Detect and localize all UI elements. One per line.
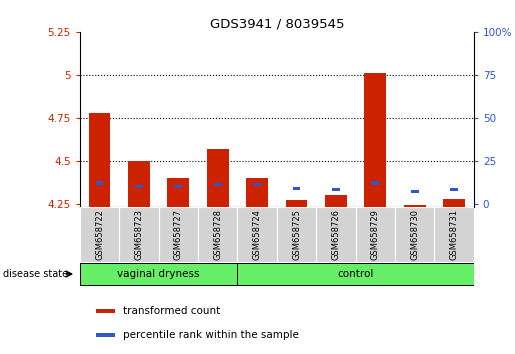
Bar — [435, 207, 474, 262]
Bar — [277, 207, 316, 262]
Bar — [159, 207, 198, 262]
Bar — [450, 188, 458, 192]
Bar — [135, 185, 143, 188]
Text: GSM658729: GSM658729 — [371, 209, 380, 259]
Text: control: control — [337, 269, 374, 279]
Bar — [411, 190, 419, 193]
Bar — [80, 207, 119, 262]
Text: GSM658724: GSM658724 — [253, 209, 262, 259]
Text: GSM658731: GSM658731 — [450, 209, 458, 260]
Text: GSM658727: GSM658727 — [174, 209, 183, 260]
Bar — [293, 187, 300, 190]
Text: GSM658726: GSM658726 — [332, 209, 340, 260]
Text: disease state: disease state — [3, 269, 67, 279]
Bar — [80, 263, 237, 285]
Bar — [395, 207, 435, 262]
Text: GSM658722: GSM658722 — [95, 209, 104, 259]
Bar — [214, 183, 221, 186]
Bar — [207, 149, 229, 207]
Bar — [128, 161, 150, 207]
Bar — [96, 182, 104, 184]
Bar — [246, 178, 268, 207]
Bar — [365, 73, 386, 207]
Bar — [237, 207, 277, 262]
Text: GSM658728: GSM658728 — [213, 209, 222, 260]
Text: transformed count: transformed count — [123, 306, 220, 316]
Bar — [286, 200, 307, 207]
Text: GSM658723: GSM658723 — [134, 209, 143, 260]
Bar — [96, 333, 115, 337]
Bar — [253, 183, 261, 186]
Bar — [371, 182, 379, 184]
Text: vaginal dryness: vaginal dryness — [117, 269, 200, 279]
Text: percentile rank within the sample: percentile rank within the sample — [123, 330, 299, 340]
Bar — [96, 309, 115, 313]
Bar — [237, 263, 474, 285]
Bar — [325, 195, 347, 207]
Bar — [167, 178, 189, 207]
Bar — [332, 188, 340, 192]
Bar — [356, 207, 395, 262]
Bar — [404, 205, 425, 207]
Title: GDS3941 / 8039545: GDS3941 / 8039545 — [210, 18, 344, 31]
Bar — [119, 207, 159, 262]
Bar — [198, 207, 237, 262]
Text: GSM658730: GSM658730 — [410, 209, 419, 260]
Bar — [89, 113, 110, 207]
Bar — [443, 199, 465, 207]
Text: GSM658725: GSM658725 — [292, 209, 301, 259]
Bar — [175, 185, 182, 188]
Bar — [316, 207, 356, 262]
